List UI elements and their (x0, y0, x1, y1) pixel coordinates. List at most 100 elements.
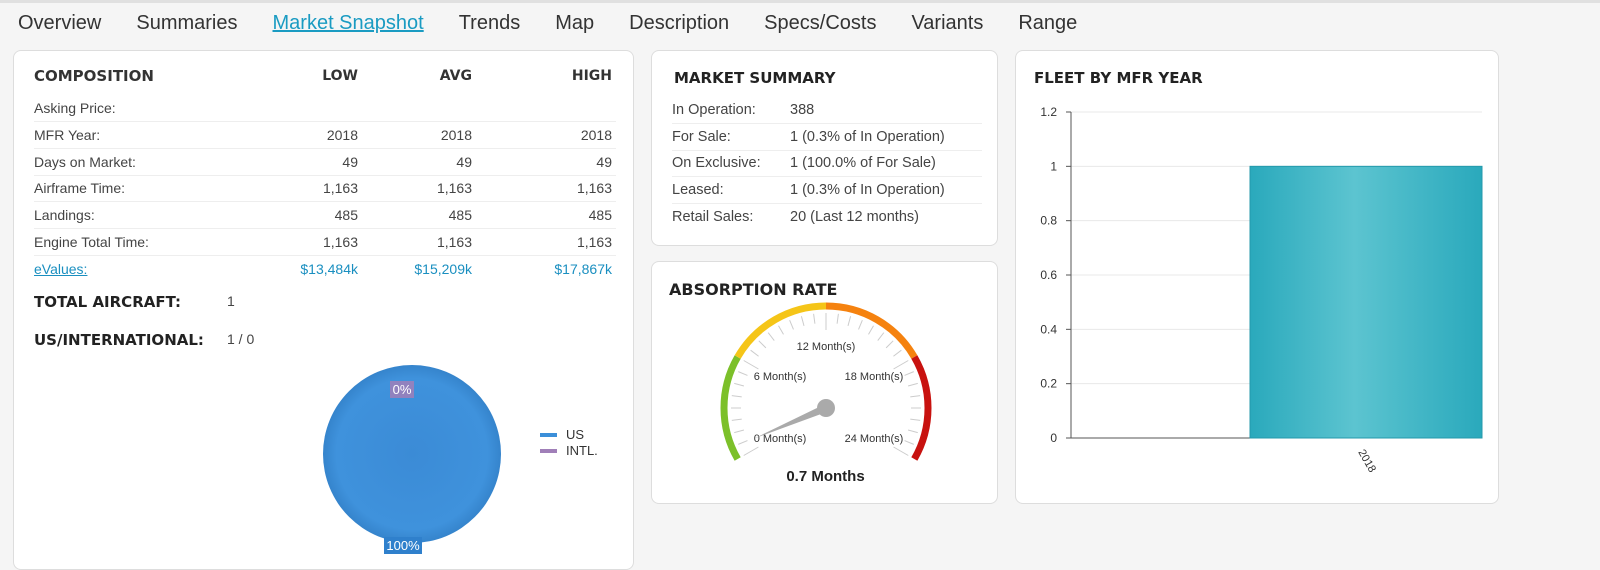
tab-specs-costs[interactable]: Specs/Costs (764, 12, 877, 34)
total-aircraft-label: TOTAL AIRCRAFT: (34, 293, 182, 311)
gauge-tick (767, 332, 775, 341)
y-tick-label: 0.8 (1040, 214, 1057, 228)
gauge-band (911, 355, 932, 461)
summary-row: Retail Sales: 20 (Last 12 months) (672, 203, 982, 230)
composition-row: Airframe Time: 1,163 1,163 1,163 (34, 175, 616, 203)
gauge-tick (893, 446, 909, 456)
us-intl-pie-chart: 0% 100% US INTL. (323, 365, 598, 554)
tab-summaries[interactable]: Summaries (136, 12, 238, 34)
evalue: $15,209k (414, 260, 472, 277)
col-avg: AVG (439, 68, 472, 84)
tab-map[interactable]: Map (555, 12, 595, 34)
summary-row: In Operation: 388 (672, 97, 982, 125)
gauge-tick (758, 340, 767, 349)
gauge-band (825, 302, 918, 359)
row-value (376, 95, 494, 123)
bar-2018[interactable] (1249, 165, 1483, 439)
pie-label-us-bg (384, 537, 422, 554)
evalues-row: eValues: $13,484k $15,209k $17,867k (34, 255, 616, 282)
total-aircraft-value: 1 (227, 293, 235, 309)
gauge-tick (743, 446, 759, 456)
row-value: 485 (494, 201, 616, 229)
row-value: 485 (376, 201, 494, 229)
gauge-tick (738, 440, 748, 445)
fleet-bar-chart: 0 0.2 0.4 0.6 0.8 1 1.2 2018 (1040, 105, 1483, 475)
col-low: LOW (322, 68, 358, 84)
market-summary-panel: MARKET SUMMARY In Operation: 388 For Sale:… (651, 50, 998, 246)
gauge-tick (893, 349, 902, 357)
tab-market-snapshot[interactable]: Market Snapshot (272, 12, 424, 34)
legend-us[interactable]: US (566, 427, 584, 442)
summary-label: For Sale: (672, 123, 790, 151)
market-summary-title: MARKET SUMMARY (674, 69, 836, 87)
row-value: 485 (264, 201, 376, 229)
row-value: 49 (376, 148, 494, 176)
legend-swatch-us (540, 433, 557, 437)
x-tick-label: 2018 (1355, 448, 1378, 475)
summary-label: Leased: (672, 176, 790, 204)
gauge-tick (910, 395, 921, 398)
tab-trends[interactable]: Trends (458, 12, 521, 34)
row-value: 1,163 (376, 228, 494, 256)
summary-value: 1 (100.0% of For Sale) (790, 150, 982, 178)
pie-label-us: 100% (386, 538, 420, 553)
row-value: 2018 (376, 121, 494, 149)
summary-label: On Exclusive: (672, 150, 790, 178)
gauge-tick-label: 6 Month(s) (754, 371, 807, 383)
row-label: Days on Market: (34, 148, 264, 176)
row-value (264, 95, 376, 123)
row-value: 1,163 (494, 228, 616, 256)
y-tick-label: 0.2 (1040, 377, 1057, 391)
pie-label-intl: 0% (393, 382, 412, 397)
row-value: 2018 (264, 121, 376, 149)
composition-row: Asking Price: (34, 95, 616, 123)
tab-overview[interactable]: Overview (18, 12, 102, 34)
row-label: Engine Total Time: (34, 228, 264, 256)
summary-value: 388 (790, 97, 982, 125)
composition-row: Engine Total Time: 1,163 1,163 1,163 (34, 228, 616, 256)
gauge-tick (904, 371, 914, 376)
y-tick-label: 1.2 (1040, 105, 1057, 119)
row-value: 1,163 (264, 228, 376, 256)
row-value: 1,163 (264, 175, 376, 203)
gauge-tick (907, 382, 918, 387)
y-tick-label: 1 (1050, 159, 1057, 173)
evalues-link[interactable]: eValues: (34, 260, 88, 277)
gauge-tick-label: 12 Month(s) (797, 341, 856, 353)
summary-label: In Operation: (672, 97, 790, 125)
pie-label-intl-bg (390, 381, 414, 398)
summary-row: On Exclusive: 1 (100.0% of For Sale) (672, 150, 982, 178)
row-label: Asking Price: (34, 95, 264, 123)
tab-range[interactable]: Range (1018, 12, 1078, 34)
y-tick-label: 0.6 (1040, 268, 1057, 282)
row-value: 1,163 (494, 175, 616, 203)
summary-row: Leased: 1 (0.3% of In Operation) (672, 176, 982, 204)
composition-table: COMPOSITION LOW AVG HIGH Asking Price: MF… (34, 67, 616, 282)
gauge-band (734, 302, 827, 359)
legend-intl[interactable]: INTL. (566, 443, 598, 458)
summary-value: 1 (0.3% of In Operation) (790, 123, 982, 151)
row-value: 49 (264, 148, 376, 176)
legend-swatch-intl (540, 449, 557, 453)
pie-slice-us[interactable] (323, 365, 501, 543)
market-summary-table: In Operation: 388 For Sale: 1 (0.3% of In O… (672, 97, 982, 230)
y-tick-label: 0.4 (1040, 322, 1057, 336)
gauge-tick (731, 395, 742, 398)
gauge-tick (836, 313, 839, 324)
tab-bar: Overview Summaries Market Snapshot Trends Ma… (18, 12, 1112, 35)
tab-description[interactable]: Description (629, 12, 730, 34)
fleet-chart-title: FLEET BY MFR YEAR (1034, 69, 1203, 87)
gauge-tick (877, 332, 885, 341)
composition-row: MFR Year: 2018 2018 2018 (34, 121, 616, 149)
tab-variants[interactable]: Variants (911, 12, 984, 34)
us-intl-value: 1 / 0 (227, 331, 255, 347)
gauge-tick (731, 418, 742, 421)
fleet-by-mfr-year-panel: FLEET BY MFR YEAR 0 0.2 0.4 0.6 0.8 1 1.2 2018 (1015, 50, 1499, 504)
gauge-tick (858, 320, 863, 330)
gauge-tick (750, 349, 759, 357)
evalue: $13,484k (300, 260, 358, 277)
col-high: HIGH (571, 68, 612, 84)
composition-row: Landings: 485 485 485 (34, 201, 616, 229)
gauge-tick (813, 313, 816, 324)
gauge-tick (734, 382, 745, 387)
